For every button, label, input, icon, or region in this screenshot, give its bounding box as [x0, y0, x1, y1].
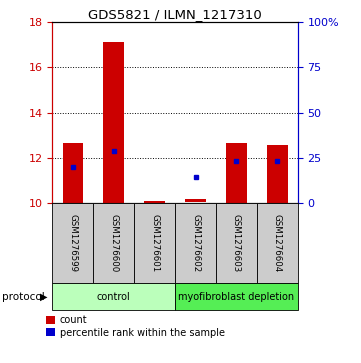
Text: myofibroblast depletion: myofibroblast depletion: [178, 292, 295, 302]
Bar: [175, 283, 298, 310]
Text: GSM1276599: GSM1276599: [68, 214, 77, 272]
Bar: [175, 203, 216, 283]
Text: GSM1276602: GSM1276602: [191, 214, 200, 272]
Text: protocol: protocol: [2, 292, 44, 302]
Text: control: control: [97, 292, 131, 302]
Bar: [52, 283, 175, 310]
Text: GSM1276604: GSM1276604: [273, 214, 282, 272]
Bar: [134, 203, 175, 283]
Legend: count, percentile rank within the sample: count, percentile rank within the sample: [46, 315, 225, 338]
Bar: [185, 199, 206, 202]
Bar: [62, 143, 83, 203]
Bar: [267, 146, 288, 203]
Bar: [216, 203, 257, 283]
Bar: [93, 203, 134, 283]
Text: ▶: ▶: [40, 292, 47, 302]
Text: GSM1276600: GSM1276600: [109, 214, 118, 272]
Text: GSM1276603: GSM1276603: [232, 214, 241, 272]
Bar: [257, 203, 298, 283]
Bar: [226, 143, 247, 203]
Title: GDS5821 / ILMN_1217310: GDS5821 / ILMN_1217310: [88, 8, 262, 21]
Text: GSM1276601: GSM1276601: [150, 214, 159, 272]
Bar: [144, 201, 165, 203]
Bar: [52, 203, 93, 283]
Bar: [104, 42, 124, 203]
